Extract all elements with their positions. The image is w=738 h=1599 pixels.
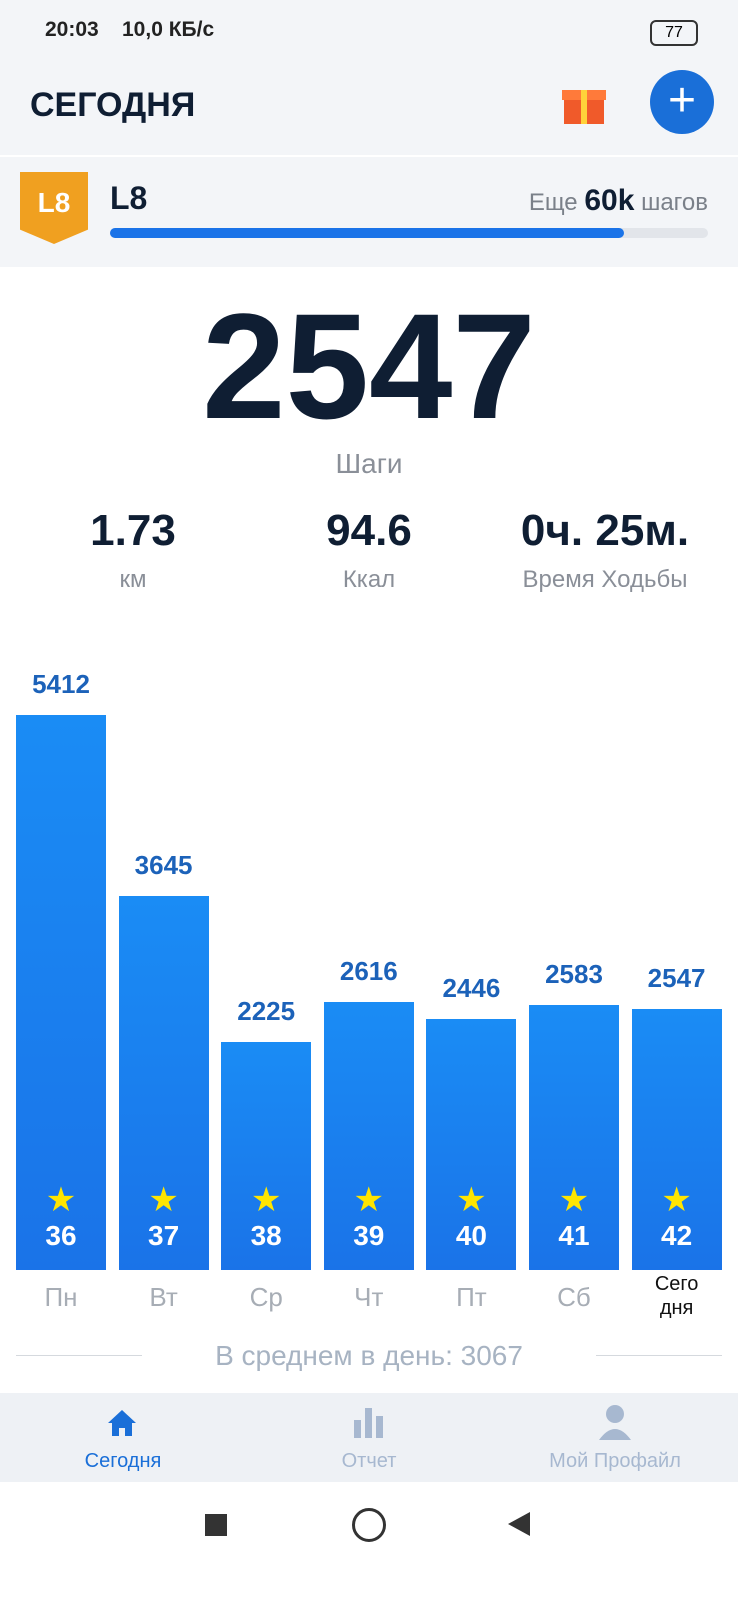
value-label: 3645 — [134, 850, 193, 881]
badge-label: 38 — [250, 1220, 282, 1251]
level-badge: L8 — [20, 172, 88, 244]
value-label: 5412 — [32, 669, 90, 699]
page-title: СЕГОДНЯ — [30, 86, 196, 124]
bar — [426, 1019, 517, 1270]
divider — [596, 1355, 722, 1356]
average: В среднем в день: 3067 — [215, 1340, 523, 1371]
bar — [529, 1005, 619, 1270]
level-bg — [0, 157, 738, 267]
status-speed: 10,0 КБ/с — [122, 18, 215, 41]
sys-back[interactable] — [506, 1510, 532, 1538]
x-tick-label: Чт — [354, 1282, 384, 1312]
x-tick-label: Пн — [44, 1282, 78, 1312]
badge-label: 39 — [353, 1220, 385, 1251]
battery: 77 — [650, 20, 698, 46]
bar — [16, 715, 106, 1270]
stat-value: 94.6 — [326, 506, 412, 555]
star-icon: ★ — [148, 1181, 179, 1219]
star-icon: ★ — [250, 1181, 282, 1219]
badge-label: 40 — [455, 1220, 487, 1251]
stat-label: км — [119, 566, 147, 593]
badge-label: 36 — [45, 1220, 77, 1251]
steps-value: 2547 — [202, 282, 536, 450]
value-label: 2225 — [237, 995, 296, 1026]
stat-label: Ккал — [342, 566, 396, 593]
value-label: 2616 — [339, 955, 398, 986]
badge-label: 42 — [661, 1220, 693, 1251]
chart: 5412 ★ 36 Пн 3645 ★ 37 Вт 2225 ★ 38 Ср 2616 ★ 39 Чт 2446… — [16, 669, 722, 1319]
level-name: L8 — [110, 180, 148, 216]
profile-icon[interactable] — [598, 1404, 632, 1440]
progress-track — [110, 228, 708, 238]
bar — [323, 1001, 414, 1270]
x-tick-label: Сб — [557, 1282, 591, 1312]
remaining-suffix: шагов — [641, 189, 708, 216]
x-tick-label: Вт — [149, 1282, 178, 1312]
x-tick-label: Пт — [456, 1282, 487, 1312]
badge-label: 37 — [148, 1220, 180, 1251]
nav-item[interactable]: Отчет — [341, 1450, 397, 1472]
value-label: 2446 — [442, 973, 501, 1004]
level-remaining: Еще 60k шагов — [529, 184, 708, 218]
star-icon: ★ — [353, 1181, 385, 1219]
stat-value: 1.73 — [90, 506, 176, 555]
nav-item[interactable]: Мой Профайл — [549, 1450, 681, 1472]
remaining-prefix: Еще — [528, 189, 578, 216]
progress-fill — [110, 228, 625, 238]
badge-label: 41 — [558, 1220, 590, 1251]
add-button[interactable]: + — [650, 70, 714, 134]
star-icon: ★ — [661, 1181, 692, 1219]
value-label: 2583 — [545, 959, 603, 990]
x-tick-label: Ср — [249, 1282, 283, 1312]
steps-label: Шаги — [335, 448, 403, 479]
divider — [16, 1355, 142, 1356]
sys-recent[interactable] — [205, 1514, 227, 1536]
bar — [118, 896, 209, 1270]
star-icon: ★ — [456, 1181, 487, 1219]
status-time: 20:03 — [45, 18, 99, 41]
header-bg — [0, 0, 738, 155]
sys-home[interactable] — [352, 1508, 386, 1542]
star-icon: ★ — [45, 1181, 77, 1219]
gift-icon[interactable] — [560, 78, 608, 126]
bar — [631, 1008, 722, 1270]
stat-label: Время Ходьбы — [522, 566, 688, 593]
x-tick-label: Сегодня — [654, 1273, 699, 1319]
value-label: 2547 — [647, 962, 706, 993]
nav-item[interactable]: Сегодня — [84, 1450, 162, 1472]
bar — [221, 1041, 312, 1270]
report-icon[interactable] — [352, 1406, 386, 1438]
stat-value: 0ч. 25м. — [520, 506, 690, 555]
star-icon: ★ — [558, 1181, 590, 1219]
remaining-value: 60k — [584, 184, 635, 217]
home-icon[interactable] — [106, 1408, 138, 1438]
